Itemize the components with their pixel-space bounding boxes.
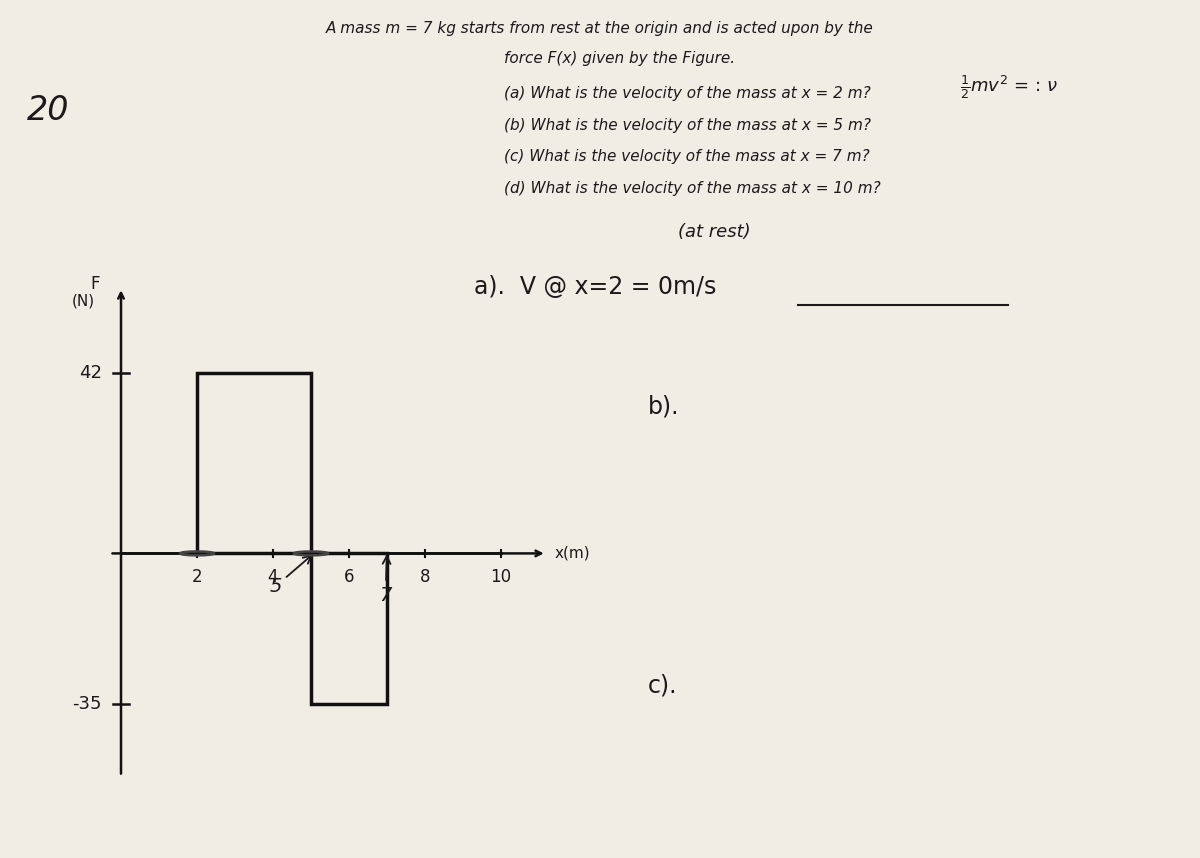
Text: 10: 10: [491, 569, 511, 586]
Text: 20: 20: [26, 94, 68, 127]
Text: 42: 42: [79, 365, 102, 382]
Text: 2: 2: [192, 569, 203, 586]
Text: (b) What is the velocity of the mass at x = 5 m?: (b) What is the velocity of the mass at …: [504, 118, 871, 132]
Text: 8: 8: [420, 569, 431, 586]
Text: (a) What is the velocity of the mass at x = 2 m?: (a) What is the velocity of the mass at …: [504, 86, 871, 100]
Text: 6: 6: [343, 569, 354, 586]
Text: b).: b).: [648, 395, 679, 419]
Text: $\frac{1}{2}mv^2$ = : $\nu$: $\frac{1}{2}mv^2$ = : $\nu$: [960, 73, 1057, 100]
Text: (c) What is the velocity of the mass at x = 7 m?: (c) What is the velocity of the mass at …: [504, 149, 870, 164]
Text: 7: 7: [379, 556, 391, 605]
Text: A mass m = 7 kg starts from rest at the origin and is acted upon by the: A mass m = 7 kg starts from rest at the …: [326, 21, 874, 36]
Text: 4: 4: [268, 569, 278, 586]
Text: (d) What is the velocity of the mass at x = 10 m?: (d) What is the velocity of the mass at …: [504, 181, 881, 196]
Text: force F(x) given by the Figure.: force F(x) given by the Figure.: [504, 51, 736, 66]
Text: 5: 5: [269, 556, 311, 596]
Text: (at rest): (at rest): [678, 223, 751, 241]
Text: c).: c).: [648, 674, 678, 698]
Text: x(m): x(m): [554, 546, 590, 561]
Text: F: F: [90, 275, 100, 293]
Text: a).  V @ x=2 = 0m/s: a). V @ x=2 = 0m/s: [474, 275, 716, 299]
Text: -35: -35: [72, 695, 102, 712]
Text: (N): (N): [72, 293, 95, 308]
